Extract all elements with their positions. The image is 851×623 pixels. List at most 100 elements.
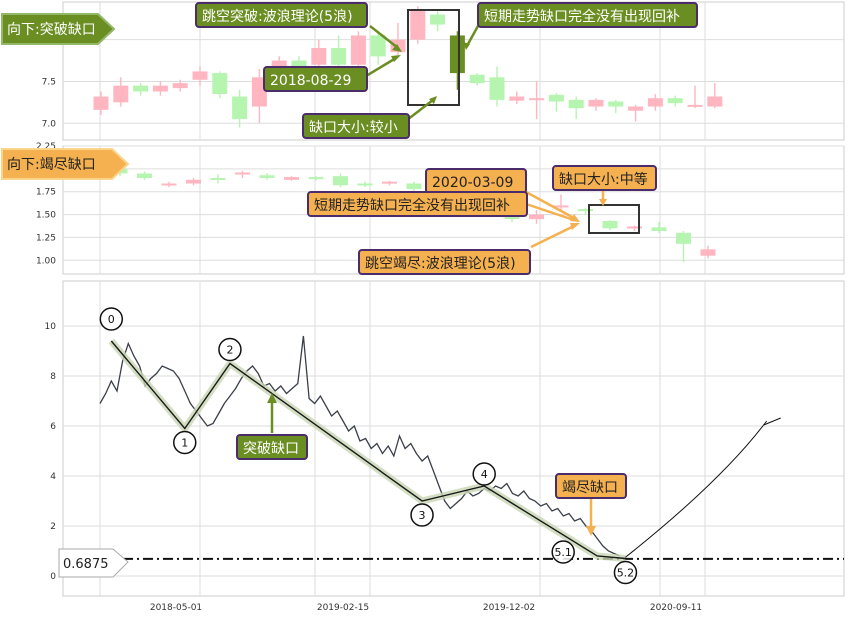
- hline-value-label: 0.6875: [63, 557, 109, 572]
- x-tick-label: 2018-05-01: [150, 603, 202, 613]
- tag-top-gap-size: 缺口大小:较小: [302, 113, 410, 139]
- candle-body: [382, 181, 397, 184]
- candle-body: [212, 73, 228, 94]
- candle-body: [152, 85, 168, 92]
- candle-body: [259, 175, 275, 178]
- projection-arc-cap: [763, 417, 781, 426]
- candle-body: [333, 176, 348, 186]
- tag-mid-gap-size-text: 缺口大小:中等: [559, 171, 648, 188]
- price-line: [99, 335, 621, 557]
- candle-body: [133, 85, 149, 92]
- candle-body: [172, 83, 188, 89]
- wave-point-marker: [472, 462, 496, 486]
- candle-body: [192, 71, 208, 80]
- wave-point-marker: [551, 540, 575, 564]
- candle-body: [489, 77, 505, 100]
- candle-body: [568, 99, 584, 109]
- candle-body: [602, 220, 618, 229]
- top-panel-label-text: 向下:突破缺口: [7, 22, 96, 38]
- tag-top-date-text: 2018-08-29: [270, 73, 351, 89]
- y-tick-label: 6: [50, 422, 56, 432]
- wave-point-marker: [218, 337, 242, 362]
- candle-body: [647, 98, 663, 107]
- candle-body: [588, 99, 604, 107]
- candle-body: [161, 183, 177, 186]
- mid-panel-label-text: 向下:竭尽缺口: [7, 157, 96, 173]
- x-tick-label: 2019-12-02: [483, 603, 535, 613]
- candle-body: [235, 172, 250, 175]
- wave-point-label: 1: [181, 437, 188, 450]
- candle-body: [449, 35, 465, 74]
- tag-mid-date-text: 2020-03-09: [432, 175, 513, 191]
- y-tick-label: 1.75: [36, 188, 56, 198]
- candle-body: [628, 106, 644, 111]
- wave-point-marker: [613, 560, 638, 585]
- candle-body: [553, 205, 569, 208]
- candle-body: [331, 48, 347, 65]
- tag-top-gap-desc-text: 跳空突破:波浪理论(5浪): [202, 9, 353, 25]
- x-ticks: 2018-05-01 2019-02-15 2019-12-02 2020-09-11: [150, 603, 702, 613]
- annotation-arrows: [267, 25, 607, 536]
- candle-body: [700, 249, 716, 256]
- wave-point-label: 5.1: [554, 546, 572, 559]
- y-tick-label: 0: [50, 572, 56, 582]
- wave-labels: 0 1 2 3 4 5.1 5.2: [99, 307, 638, 585]
- bottom-series: [63, 335, 844, 562]
- tag-top-no-fill: 短期走势缺口完全没有出现回补: [477, 2, 698, 28]
- tag-mid-gap-desc-text: 跳空竭尽:波浪理论(5浪): [365, 256, 516, 272]
- candle-body: [509, 96, 525, 101]
- candle-body: [687, 104, 703, 107]
- candle-body: [308, 177, 324, 180]
- wave-point-label: 2: [226, 344, 233, 357]
- top-panel-label: 向下:突破缺口: [1, 13, 116, 45]
- tag-mid-no-fill-text: 短期走势缺口完全没有出现回补: [314, 197, 510, 214]
- candle-body: [578, 209, 593, 212]
- projection-arc: [625, 420, 768, 558]
- candle-body: [469, 74, 485, 84]
- mid-panel-label: 向下:竭尽缺口: [1, 148, 130, 180]
- candle-body: [113, 85, 129, 103]
- y-tick-label: 2.25: [36, 142, 56, 152]
- bottom-grid: [63, 281, 844, 596]
- candle-body: [529, 214, 544, 220]
- candle-body: [548, 94, 564, 102]
- hline-value-arrow: [58, 548, 129, 578]
- x-tick-label: 2019-02-15: [317, 603, 369, 613]
- candle-body: [210, 178, 226, 180]
- candle-body: [93, 96, 109, 110]
- tag-mid-no-fill: 短期走势缺口完全没有出现回补: [307, 191, 528, 217]
- wave-point-marker: [173, 430, 197, 455]
- y-tick-label: 10: [45, 322, 57, 332]
- y-tick-label: 1.00: [36, 256, 56, 266]
- tag-top-date: 2018-08-29: [263, 66, 368, 92]
- candle-body: [137, 173, 152, 178]
- x-tick-label: 2020-09-11: [650, 603, 702, 613]
- candle-body: [311, 48, 327, 65]
- candle-body: [529, 98, 545, 101]
- mid-gap-box: [588, 204, 640, 234]
- wave-point-marker: [410, 503, 434, 527]
- tag-exhaust-text: 竭尽缺口: [562, 480, 618, 496]
- candle-body: [186, 179, 201, 184]
- wave-point-marker: [99, 307, 124, 331]
- candle-body: [627, 226, 642, 229]
- top-grid: [63, 2, 844, 140]
- tag-breakout-text: 突破缺口: [243, 441, 299, 457]
- y-tick-label: 4: [50, 472, 56, 482]
- wave-point-label: 5.2: [617, 567, 635, 580]
- candle-body: [232, 96, 248, 120]
- tag-top-gap-desc: 跳空突破:波浪理论(5浪): [195, 2, 368, 28]
- wave-point-label: 4: [481, 468, 488, 481]
- tag-top-gap-size-text: 缺口大小:较小: [309, 120, 398, 136]
- bottom-y-ticks: 0 2 4 6 8 10: [45, 322, 57, 582]
- wave-point-label: 0: [108, 313, 115, 326]
- tag-mid-gap-desc: 跳空竭尽:波浪理论(5浪): [358, 249, 531, 275]
- candle-body: [410, 10, 426, 40]
- y-tick-label: 2: [50, 522, 56, 532]
- candle-body: [667, 98, 683, 104]
- wave-line: [110, 340, 626, 560]
- tag-mid-date: 2020-03-09: [425, 168, 527, 194]
- y-tick-label: 1.25: [36, 233, 56, 243]
- candle-body: [350, 35, 366, 65]
